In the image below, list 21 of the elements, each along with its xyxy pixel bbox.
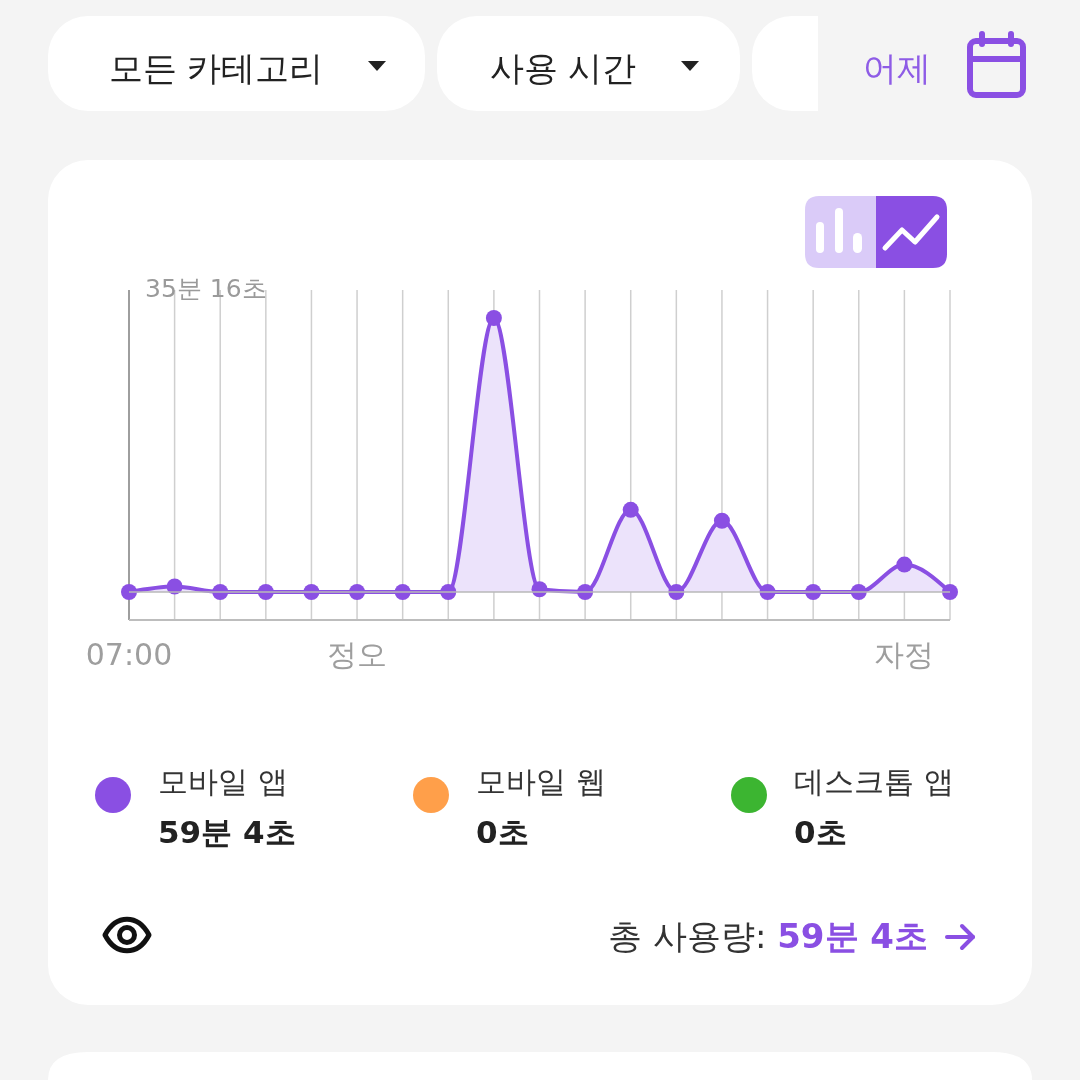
legend-label: 모바일 웹: [476, 764, 606, 799]
x-tick-label: 정오: [327, 637, 388, 672]
x-tick-label: 07:00: [85, 637, 173, 672]
text: 총 사용량:: [608, 916, 778, 956]
legend-label: 모바일 앱: [158, 764, 288, 799]
legend-label: 데스크톱 앱: [794, 764, 954, 799]
text: 0초: [476, 814, 529, 850]
text: 모든 카테고리: [108, 48, 324, 88]
text: 어제: [863, 48, 931, 88]
point: [121, 584, 137, 600]
x-tick-label: 자정: [874, 637, 935, 672]
point: [942, 584, 958, 600]
point: [622, 501, 639, 518]
text: 59분 4초: [777, 916, 928, 956]
text: 35분 16초: [145, 274, 267, 303]
text: 59분 4초: [158, 814, 296, 850]
point: [896, 556, 913, 573]
text: 0초: [794, 814, 847, 850]
point: [485, 310, 502, 326]
text: 사용 시간: [489, 48, 637, 88]
point: [713, 512, 730, 529]
